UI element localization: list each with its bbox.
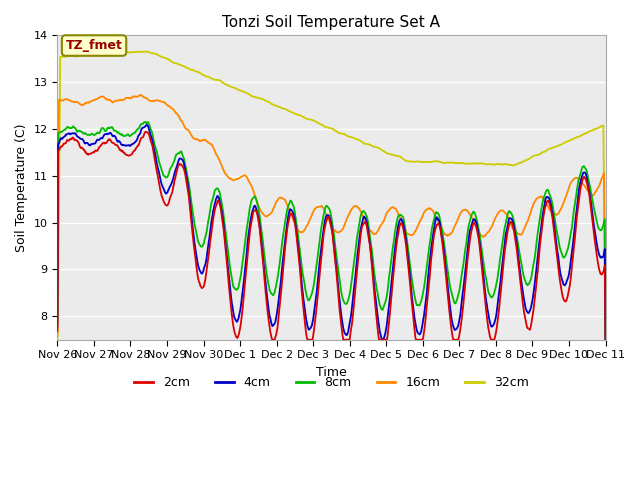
2cm	[602, 337, 609, 343]
16cm	[220, 167, 227, 172]
16cm	[118, 97, 125, 103]
8cm	[419, 289, 427, 295]
Line: 4cm: 4cm	[58, 125, 605, 340]
32cm	[268, 101, 275, 107]
2cm	[420, 329, 428, 335]
32cm	[246, 92, 254, 98]
4cm	[389, 262, 397, 267]
2cm	[54, 328, 61, 334]
2cm	[246, 226, 254, 231]
8cm	[246, 203, 254, 208]
4cm	[143, 122, 150, 128]
4cm	[268, 319, 275, 325]
8cm	[54, 317, 61, 323]
16cm	[246, 181, 254, 187]
4cm	[420, 313, 428, 319]
Y-axis label: Soil Temperature (C): Soil Temperature (C)	[15, 123, 28, 252]
Line: 16cm: 16cm	[58, 95, 605, 340]
32cm	[388, 152, 396, 158]
Line: 2cm: 2cm	[58, 132, 605, 340]
2cm	[389, 273, 397, 279]
4cm	[246, 218, 254, 224]
16cm	[388, 204, 396, 210]
Text: TZ_fmet: TZ_fmet	[66, 39, 122, 52]
8cm	[388, 247, 396, 252]
Line: 8cm: 8cm	[58, 122, 605, 340]
32cm	[118, 50, 125, 56]
4cm	[602, 337, 609, 343]
16cm	[268, 210, 275, 216]
16cm	[54, 334, 61, 339]
2cm	[220, 223, 227, 229]
32cm	[54, 337, 61, 343]
8cm	[268, 290, 275, 296]
2cm	[142, 129, 150, 135]
32cm	[220, 80, 227, 86]
16cm	[419, 211, 427, 217]
8cm	[118, 131, 125, 137]
Line: 32cm: 32cm	[58, 51, 605, 340]
2cm	[118, 147, 125, 153]
4cm	[118, 142, 125, 147]
2cm	[269, 337, 276, 343]
4cm	[220, 218, 227, 224]
8cm	[602, 337, 609, 343]
16cm	[136, 92, 144, 98]
4cm	[379, 337, 387, 343]
Title: Tonzi Soil Temperature Set A: Tonzi Soil Temperature Set A	[223, 15, 440, 30]
X-axis label: Time: Time	[316, 366, 347, 379]
32cm	[142, 48, 150, 54]
32cm	[419, 159, 427, 165]
4cm	[54, 323, 61, 329]
8cm	[220, 209, 227, 215]
16cm	[602, 337, 609, 343]
8cm	[144, 119, 152, 125]
Legend: 2cm, 4cm, 8cm, 16cm, 32cm: 2cm, 4cm, 8cm, 16cm, 32cm	[129, 372, 534, 395]
32cm	[602, 334, 609, 340]
2cm	[268, 333, 275, 338]
